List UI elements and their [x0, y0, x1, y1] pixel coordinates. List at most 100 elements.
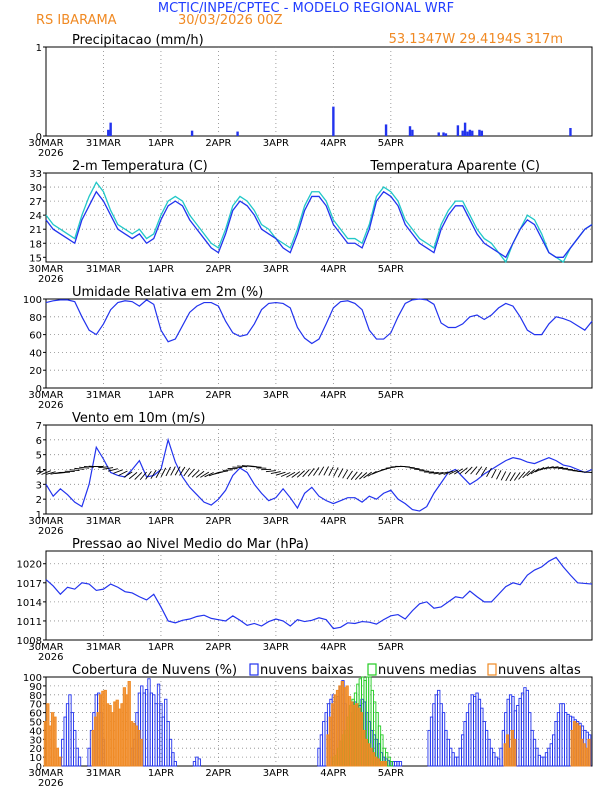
wind-barb	[350, 471, 358, 480]
x-tick-label: 2APR	[205, 642, 231, 653]
wind-barb	[359, 472, 368, 480]
x-tick-label: 5APR	[378, 642, 404, 653]
wind-barb	[286, 471, 296, 478]
wind-barb	[232, 466, 243, 469]
precip-bar	[468, 129, 472, 136]
x-tick-label: 30MAR	[28, 516, 63, 527]
wind-barb	[79, 466, 90, 469]
pressure-line	[45, 556, 593, 630]
x-year-label: 2026	[38, 652, 63, 663]
wind-barb	[291, 471, 301, 478]
y-tick-label: 0	[36, 132, 42, 143]
y-tick-label: 100	[23, 673, 42, 684]
wind-barb	[509, 472, 516, 482]
precip-bar	[384, 124, 388, 136]
x-tick-label: 31MAR	[86, 138, 121, 149]
header-location: RS IBARAMA	[36, 13, 117, 28]
temp-line-1	[45, 181, 593, 264]
y-tick-label: 1014	[17, 598, 42, 609]
temp-apparent-legend: Temperatura Aparente (C)	[369, 159, 540, 174]
wind-barb	[419, 470, 430, 472]
wind-barb	[134, 472, 143, 480]
wind-barb	[433, 471, 444, 475]
wind-barb	[380, 467, 391, 471]
wind-barb	[174, 466, 181, 476]
y-tick-label: 21	[29, 225, 42, 236]
y-tick-label: 15	[29, 253, 42, 264]
precip-bar	[478, 129, 481, 136]
cloud-bar-2	[139, 738, 143, 767]
y-tick-label: 33	[29, 169, 42, 180]
x-tick-label: 4APR	[320, 264, 346, 275]
x-tick-label: 5APR	[378, 138, 404, 149]
x-tick-label: 31MAR	[86, 768, 121, 779]
wind-barb	[187, 468, 195, 477]
x-tick-label: 3APR	[263, 768, 289, 779]
wind-barb	[296, 470, 305, 478]
precip-bar	[461, 130, 464, 136]
precip-bar	[437, 132, 440, 136]
wind-barb	[414, 468, 425, 471]
x-tick-label: 2APR	[205, 516, 231, 527]
wind-barb	[98, 466, 109, 469]
x-tick-label: 5APR	[378, 390, 404, 401]
cloud-bar-0	[171, 752, 175, 767]
panel-title-rh: Umidade Relativa em 2m (%)	[72, 285, 263, 300]
wind-barb	[464, 466, 473, 475]
x-tick-label: 1APR	[148, 264, 174, 275]
wind-barb	[183, 467, 191, 477]
precip-bar	[463, 122, 467, 136]
wind-barb	[265, 470, 276, 473]
x-tick-label: 30MAR	[28, 642, 63, 653]
cloud-legend-swatch	[367, 663, 377, 676]
wind-barb	[346, 470, 353, 480]
x-tick-label: 3APR	[263, 138, 289, 149]
panel-title-wind: Vento em 10m (m/s)	[72, 411, 205, 426]
y-tick-label: 4	[36, 466, 42, 477]
cloud-bar-2	[383, 761, 388, 767]
precip-bar	[480, 130, 484, 136]
precip-bar	[408, 126, 412, 136]
x-year-label: 2026	[38, 148, 63, 159]
panel-frame-precip	[45, 46, 593, 137]
x-tick-label: 4APR	[320, 138, 346, 149]
wind-barb	[491, 468, 497, 479]
wind-barb	[526, 469, 535, 477]
header-coords: 53.1347W 29.4194S 317m	[389, 32, 563, 47]
wind-barb	[237, 465, 248, 468]
wind-barb	[113, 469, 123, 474]
precip-bar	[411, 129, 414, 136]
wind-barb	[581, 471, 593, 473]
wind-barb	[363, 471, 372, 479]
wind-barb	[218, 470, 229, 473]
cloud-legend-2: nuvens altas	[498, 663, 581, 678]
wind-barb	[342, 469, 349, 479]
x-tick-label: 30MAR	[28, 264, 63, 275]
y-tick-label: 20	[29, 744, 42, 755]
wind-barb	[553, 466, 564, 469]
wind-barb	[534, 467, 545, 473]
wind-barb	[486, 467, 492, 478]
wind-barb	[328, 466, 334, 476]
header-title: MCTIC/INPE/CPTEC - MODELO REGIONAL WRF	[158, 1, 454, 16]
wind-barb	[505, 471, 511, 482]
wind-barb	[170, 466, 176, 476]
wind-barb	[323, 466, 329, 476]
y-tick-label: 80	[29, 313, 42, 324]
cloud-legend-swatch	[249, 663, 259, 676]
wind-barb	[41, 470, 51, 475]
cloud-bar-2	[58, 756, 62, 767]
wind-barb	[155, 468, 162, 478]
x-year-label: 2026	[38, 526, 63, 537]
wind-barb	[128, 472, 138, 480]
wind-barb	[500, 471, 507, 481]
y-tick-label: 40	[29, 348, 42, 359]
wind-barb	[145, 470, 152, 480]
wind-barb	[37, 469, 47, 475]
x-tick-label: 1APR	[148, 390, 174, 401]
cloud-bar-1	[389, 761, 394, 767]
wind-barb	[118, 470, 128, 476]
cloud-bar-2	[587, 738, 591, 767]
x-tick-label: 4APR	[320, 516, 346, 527]
